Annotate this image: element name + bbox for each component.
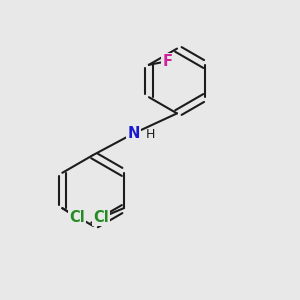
- Text: Cl: Cl: [93, 210, 109, 225]
- Text: N: N: [127, 126, 140, 141]
- Text: Cl: Cl: [70, 210, 85, 225]
- Text: H: H: [146, 128, 156, 141]
- Text: F: F: [163, 54, 172, 69]
